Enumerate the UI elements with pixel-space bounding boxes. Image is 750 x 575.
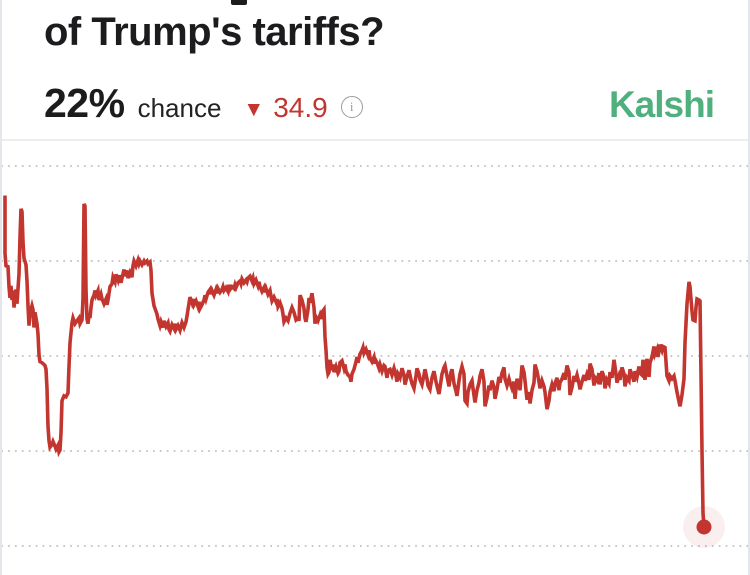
market-title: of Trump's tariffs? [44, 10, 385, 54]
header-divider [2, 139, 748, 141]
price-chart [2, 140, 748, 575]
change-value: 34.9 [273, 92, 328, 123]
stats-row: 22% chance ▼ 34.9 i Kalshi [44, 80, 715, 128]
probability-label: chance [137, 93, 222, 123]
triangle-down-icon: ▼ [243, 98, 265, 121]
endpoint-dot [696, 519, 712, 535]
info-icon[interactable]: i [340, 96, 363, 118]
price-chart-svg [2, 165, 748, 548]
probability-value: 22% [44, 80, 125, 126]
change-indicator: ▼ 34.9 [243, 92, 327, 124]
price-line [3, 195, 706, 528]
kalshi-logo: Kalshi [608, 84, 715, 125]
truncated-title-line-remnant [231, 0, 247, 5]
